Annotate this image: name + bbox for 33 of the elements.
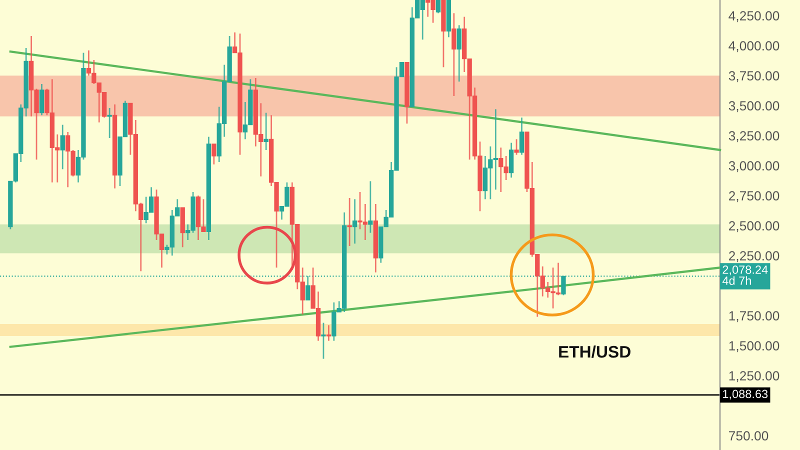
- y-tick-label: 2,750.00: [728, 191, 780, 202]
- y-tick-label: 3,750.00: [728, 71, 780, 82]
- candlestick: [508, 142, 514, 178]
- candlestick: [60, 124, 65, 170]
- candlestick: [436, 0, 441, 14]
- y-tick-label: 4,000.00: [728, 41, 780, 52]
- ref-line-label: 1,088.63: [723, 390, 768, 400]
- annotation: ETH/USD: [559, 345, 630, 358]
- ref-line-label: 2,078.24 4d 7h: [722, 266, 768, 285]
- y-tick-label: 1,500.00: [729, 341, 780, 352]
- y-tick-label: 3,500.00: [728, 101, 780, 112]
- candlestick: [212, 143, 216, 166]
- line-series: [9, 50, 722, 152]
- candlestick: [321, 322, 326, 360]
- y-tick-label: 3,250.00: [728, 131, 780, 142]
- y-tick-label: 750.00: [729, 431, 768, 441]
- y-tick-label: 4,250.00: [728, 11, 780, 22]
- candlestick: [326, 324, 332, 342]
- y-tick-label: 1,250.00: [729, 371, 780, 382]
- candlestick: [264, 112, 268, 151]
- y-tick-label: 2,250.00: [728, 251, 780, 262]
- candlestick: [352, 198, 358, 244]
- candlestick: [514, 138, 519, 156]
- candlestick: [456, 24, 462, 82]
- y-tick-label: 3,000.00: [728, 161, 780, 172]
- candlestick: [347, 197, 352, 247]
- candlestick: [39, 83, 44, 116]
- y-tick-label: 1,750.00: [729, 311, 780, 322]
- y-tick-label: 2,500.00: [728, 221, 780, 232]
- candlestick: [368, 180, 373, 234]
- candlestick: [107, 107, 112, 139]
- candlestick: [452, 12, 456, 97]
- candlestick: [519, 116, 524, 156]
